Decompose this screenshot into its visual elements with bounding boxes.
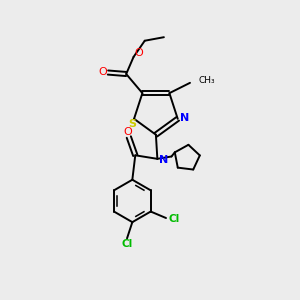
Text: Cl: Cl: [121, 239, 132, 249]
Text: N: N: [159, 155, 169, 165]
Text: N: N: [180, 113, 189, 123]
Text: S: S: [129, 119, 136, 129]
Text: O: O: [124, 127, 133, 137]
Text: CH₃: CH₃: [198, 76, 215, 85]
Text: O: O: [134, 48, 143, 59]
Text: O: O: [98, 67, 107, 77]
Text: Cl: Cl: [169, 214, 180, 224]
